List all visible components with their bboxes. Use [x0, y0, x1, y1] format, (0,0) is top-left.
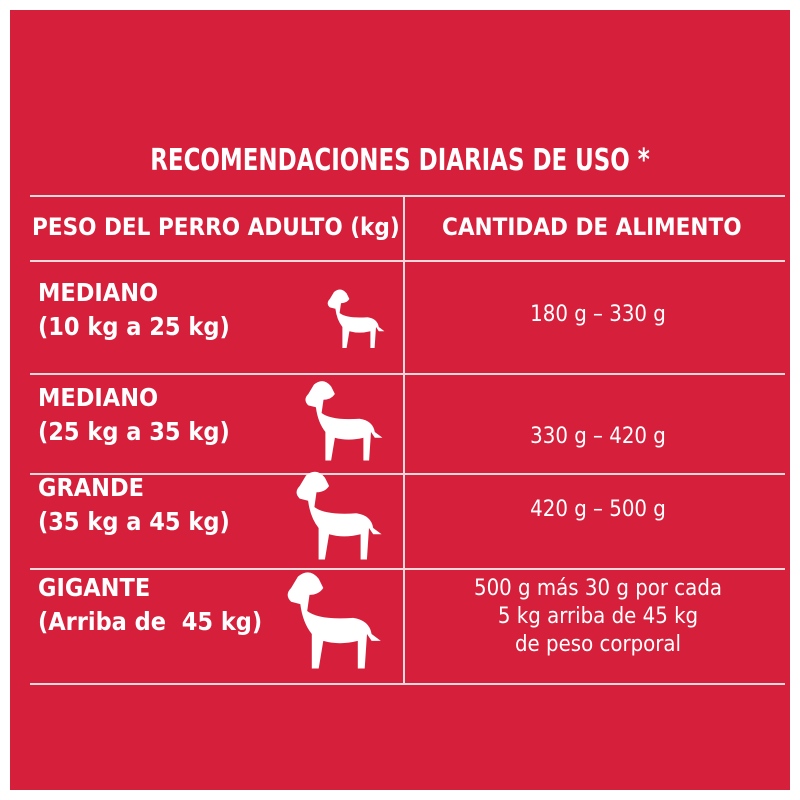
rule: [30, 473, 785, 475]
amount: de peso corporal: [514, 632, 682, 657]
size-label: MEDIANO: [38, 278, 159, 307]
header: CANTIDAD DE ALIMENTO: [442, 213, 742, 241]
dog-icon: [305, 381, 383, 461]
amount: 500 g más 30 g por cada: [473, 576, 723, 601]
rule: [30, 195, 785, 197]
size-label: GIGANTE: [38, 573, 151, 602]
amount: 330 g – 420 g: [530, 424, 666, 449]
dog-icon: [327, 289, 385, 348]
range-label: (35 kg a 45 kg): [38, 507, 230, 536]
range-label: (Arriba de 45 kg): [38, 607, 263, 636]
size-label: GRANDE: [38, 473, 145, 502]
rule: [30, 568, 785, 570]
range-label: (10 kg a 25 kg): [38, 312, 230, 341]
panel: RECOMENDACIONES DIARIAS DE USO * PESO DE…: [10, 10, 790, 790]
range-label: (25 kg a 35 kg): [38, 417, 230, 446]
dog-icon: [287, 572, 381, 669]
header: PESO DEL PERRO ADULTO (kg): [32, 213, 400, 241]
rule: [30, 683, 785, 685]
rule: [30, 373, 785, 375]
amount: 420 g – 500 g: [530, 496, 666, 522]
amount: 5 kg arriba de 45 kg: [497, 604, 699, 629]
title: RECOMENDACIONES DIARIAS DE USO *: [150, 143, 650, 178]
amount: 180 g – 330 g: [530, 301, 666, 327]
rule: [30, 260, 785, 262]
size-label: MEDIANO: [38, 383, 159, 412]
dog-icon: [296, 471, 382, 560]
divider: [403, 195, 405, 685]
